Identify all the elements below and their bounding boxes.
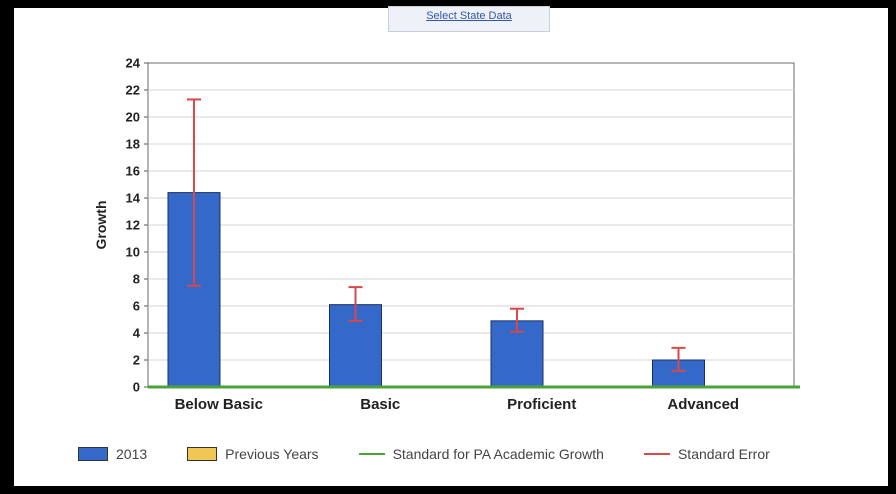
legend-swatch — [187, 447, 217, 461]
y-tick-label: 10 — [126, 245, 140, 260]
legend-item: 2013 — [78, 446, 147, 462]
legend-label: Standard Error — [678, 446, 770, 462]
y-tick-label: 12 — [126, 218, 140, 233]
legend-label: Standard for PA Academic Growth — [393, 446, 604, 462]
y-axis-title: Growth — [93, 201, 109, 250]
y-tick-label: 18 — [126, 137, 140, 152]
x-category-label: Proficient — [507, 396, 576, 413]
chart-panel: Select State Data 0 2 4 6 8 10 12 14 16 18 20 22 24 G… — [14, 8, 888, 486]
y-tick-label: 14 — [126, 191, 141, 206]
y-tick-label: 2 — [133, 353, 140, 368]
y-tick-label: 20 — [126, 110, 140, 125]
chart-legend: 2013 Previous Years Standard for PA Academ… — [78, 446, 770, 462]
y-tick-label: 0 — [133, 380, 140, 395]
legend-item: Standard Error — [644, 446, 770, 462]
y-tick-label: 4 — [133, 326, 141, 341]
legend-item: Standard for PA Academic Growth — [359, 446, 604, 462]
legend-swatch — [78, 447, 108, 461]
y-tick-label: 16 — [126, 164, 140, 179]
x-category-label: Below Basic — [175, 396, 263, 413]
legend-swatch — [359, 453, 385, 455]
y-tick-label: 24 — [126, 56, 141, 71]
x-category-label: Basic — [360, 396, 400, 413]
y-tick-label: 8 — [133, 272, 140, 287]
y-tick-label: 6 — [133, 299, 140, 314]
x-category-label: Advanced — [667, 396, 739, 413]
legend-label: Previous Years — [225, 446, 318, 462]
legend-item: Previous Years — [187, 446, 318, 462]
legend-label: 2013 — [116, 446, 147, 462]
legend-swatch — [644, 453, 670, 455]
y-tick-label: 22 — [126, 83, 140, 98]
